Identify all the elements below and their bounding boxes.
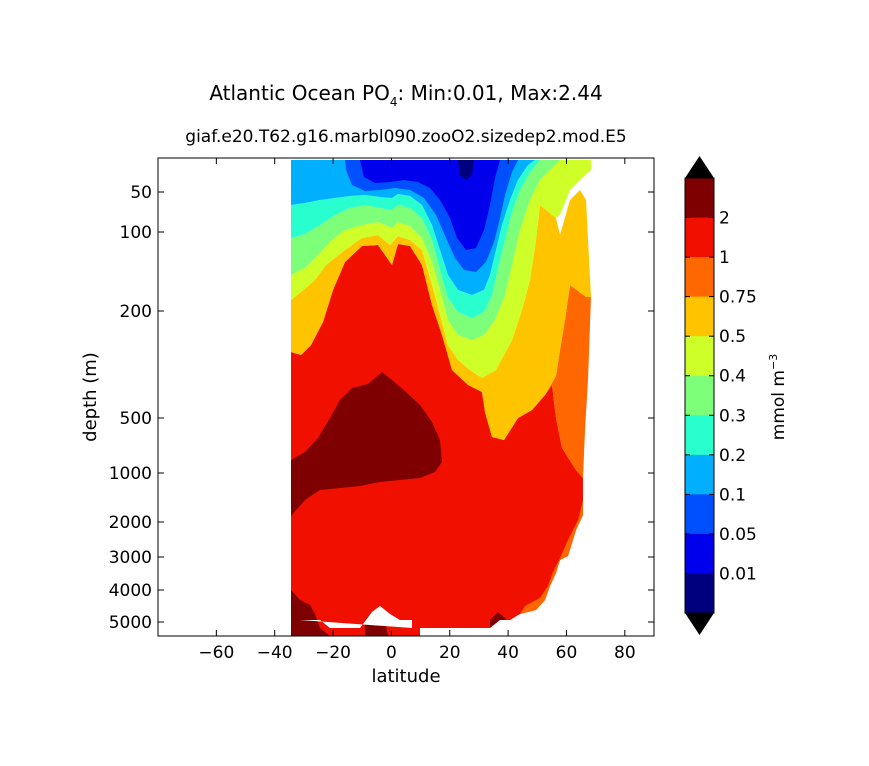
x-tick-label: 80 [614, 643, 636, 663]
contour-band-0.75-1-lower [520, 478, 583, 614]
colorbar-tick-label: 0.4 [719, 367, 746, 387]
colorbar-band [685, 533, 714, 574]
colorbar-tick-label: 0.1 [719, 485, 746, 505]
no-data-region [158, 158, 291, 636]
x-tick-label: −40 [257, 643, 293, 663]
contour-band-above-2 [291, 372, 442, 516]
chart-subtitle: giaf.e20.T62.g16.marbl090.zooO2.sizedep2… [185, 127, 626, 147]
y-tick-label: 2000 [109, 513, 152, 533]
colorbar-tick-label: 0.5 [719, 327, 746, 347]
plot-area [157, 157, 655, 637]
contour-band-below-0.01 [458, 160, 474, 180]
colorbar-band [685, 296, 714, 337]
colorbar-tick-label: 0.05 [719, 525, 757, 545]
colorbar-tick-label: 0.75 [719, 288, 757, 308]
colorbar-band [685, 415, 714, 456]
colorbar-band [685, 494, 714, 535]
y-tick-label: 4000 [109, 581, 152, 601]
colorbar-band [685, 454, 714, 495]
y-tick-label: 1000 [109, 464, 152, 484]
x-axis: −60 −40 −20 0 20 40 60 80 [198, 158, 636, 663]
colorbar-tick-label: 0.3 [719, 406, 746, 426]
contour-band-0.4-0.5 [291, 160, 591, 378]
colorbar-extend-min [685, 613, 714, 635]
colorbar-tick-label: 0.01 [719, 564, 757, 584]
colorbar-band [685, 257, 714, 298]
colorbar-band [685, 217, 714, 258]
y-axis: 50 100 200 500 1000 2000 3000 4000 5000 [109, 183, 654, 633]
x-tick-label: 40 [497, 643, 519, 663]
colorbar-tick-label: 1 [719, 248, 730, 268]
colorbar-frame [684, 177, 715, 614]
contour-band-0.3-0.4 [291, 160, 560, 340]
colorbar: 0.01 0.05 0.1 0.2 0.3 0.4 0.5 0.75 1 2 [684, 156, 757, 635]
x-tick-label: 0 [386, 643, 397, 663]
contour-band-0.75-1 [545, 285, 591, 478]
x-axis-label: latitude [371, 666, 440, 687]
x-tick-label: −20 [315, 643, 351, 663]
contour-band-above-2-bottom [291, 590, 330, 636]
x-tick-label: −60 [198, 643, 234, 663]
chart-title: Atlantic Ocean PO4: Min:0.01, Max:2.44 [209, 81, 602, 109]
colorbar-label: mmol m−3 [767, 354, 789, 440]
contour-band-0.5-0.75 [291, 190, 591, 440]
y-axis-label: depth (m) [80, 352, 101, 442]
y-tick-label: 50 [130, 183, 152, 203]
y-tick-label: 200 [120, 302, 152, 322]
colorbar-band [685, 178, 714, 219]
plot-frame [157, 157, 655, 637]
contour-field [291, 158, 654, 636]
colorbar-band [685, 573, 714, 614]
colorbar-extend-max [685, 156, 714, 178]
x-tick-label: 60 [556, 643, 578, 663]
colorbar-band [685, 375, 714, 416]
x-tick-label: 20 [439, 643, 461, 663]
y-tick-label: 3000 [109, 548, 152, 568]
y-tick-label: 500 [120, 409, 152, 429]
y-tick-label: 100 [120, 223, 152, 243]
contour-band-0.01-0.05 [360, 160, 500, 250]
colorbar-band [685, 336, 714, 377]
colorbar-tick-label: 2 [719, 209, 730, 229]
colorbar-tick-label: 0.2 [719, 446, 746, 466]
y-tick-label: 5000 [109, 613, 152, 633]
no-data-region-north [591, 158, 654, 636]
contour-band-0.2-0.3 [291, 160, 540, 318]
